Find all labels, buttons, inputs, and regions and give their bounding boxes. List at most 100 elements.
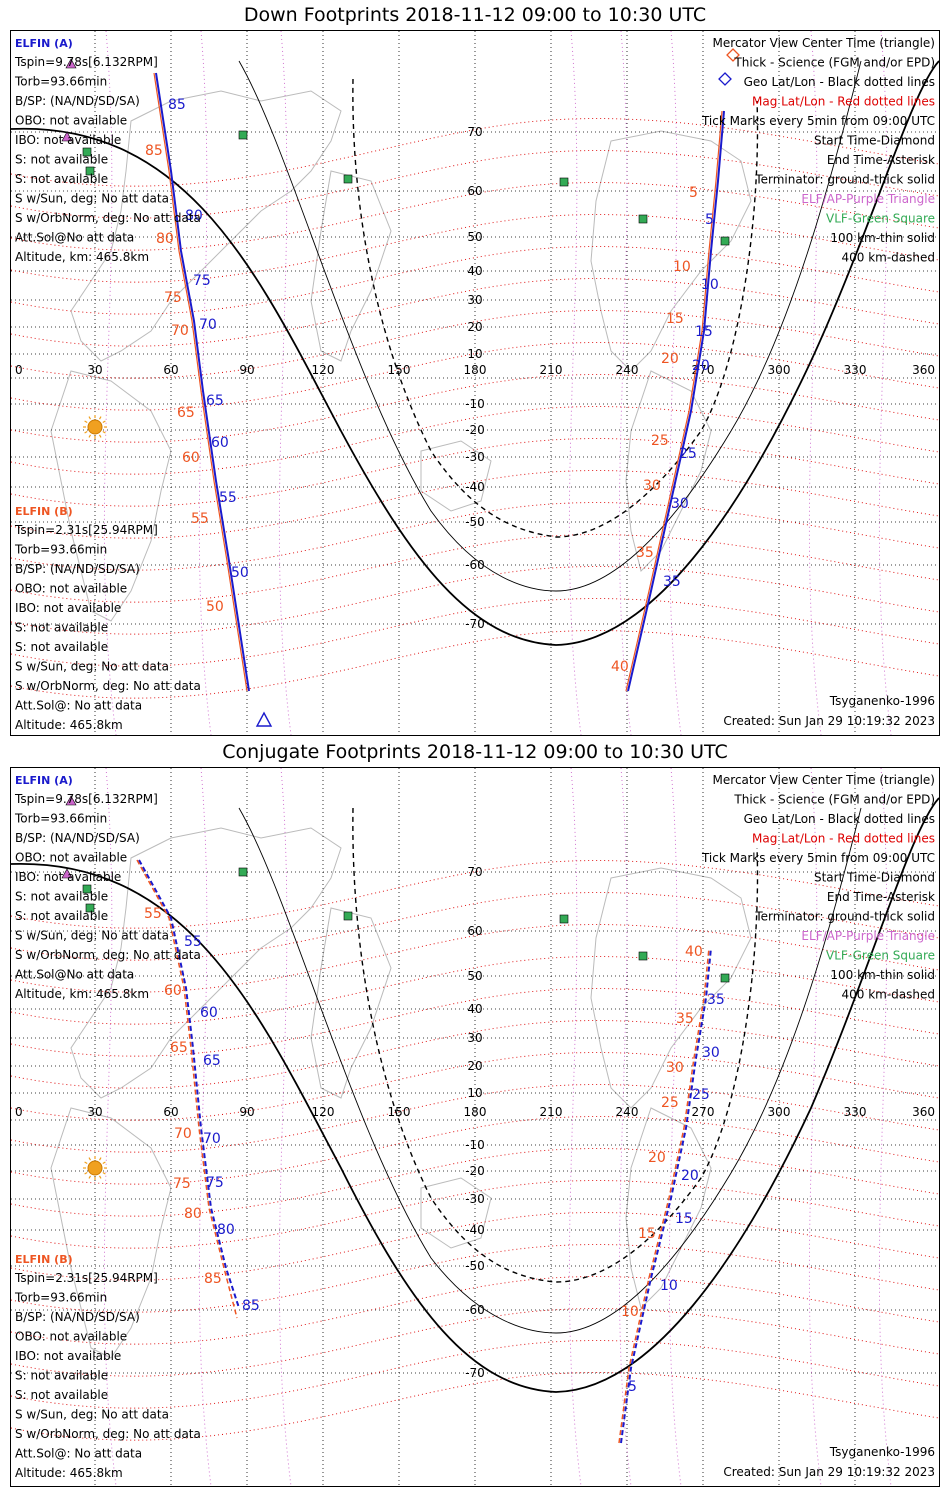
vlf-square-icon <box>238 867 248 877</box>
mag-meridian <box>278 767 292 1487</box>
sun-ray <box>88 1175 92 1179</box>
lon-tick-labels: 0 30 60 90 120 150 180 210 240 270 300 330 360 <box>15 1105 935 1119</box>
track-a-tick-label: 20 <box>692 358 710 374</box>
start-diamond-icon <box>726 48 740 62</box>
info-line-a: S w/Sun, deg: No att data <box>15 929 169 943</box>
track-b-tick-label: 10 <box>621 1304 639 1320</box>
map-panel-down: 0 30 60 90 120 150 180 210 240 270 300 330 360 70 60 50… <box>10 30 940 736</box>
track-b-tick-label: 60 <box>182 450 200 466</box>
lat-tick-label: -30 <box>465 1192 485 1206</box>
info-line-b: Altitude: 465.8km <box>15 718 123 732</box>
lat-tick-label: -40 <box>465 480 485 494</box>
info-line-a: IBO: not available <box>15 870 121 884</box>
lon-tick-label: 300 <box>768 1105 791 1119</box>
vlf-square-icon <box>343 911 353 921</box>
continent-outline <box>310 170 392 362</box>
info-line-a: B/SP: (NA/ND/SD/SA) <box>15 94 140 108</box>
track-b-science <box>153 72 248 692</box>
info-line-b: S w/OrbNorm, deg: No att data <box>15 1427 201 1441</box>
info-line-b: S w/Sun, deg: No att data <box>15 1408 169 1422</box>
track-a-tick-label: 65 <box>203 1053 221 1069</box>
continent-outline <box>70 827 342 1099</box>
track-a-tick-label: 20 <box>681 1168 699 1184</box>
map-panel-conjugate: 0 30 60 90 120 150 180 210 240 270 300 330 360 70 60 50… <box>10 767 940 1487</box>
legend-entry: Tick Marks every 5min from 09:00 UTC <box>701 851 935 865</box>
track-b-tick-label: 85 <box>204 1271 222 1287</box>
lat-tick-label: -10 <box>465 1138 485 1152</box>
continent-outline <box>70 90 342 362</box>
mag-meridian <box>568 30 582 736</box>
mag-grid <box>10 767 940 1487</box>
info-text: ELFIN (A) Tspin=9.78s[6.132RPM] Torb=93.66… <box>14 774 201 1480</box>
sun-ray <box>88 434 92 438</box>
mag-meridian <box>808 767 822 1487</box>
model-label: Tsyganenko-1996 <box>829 1445 935 1459</box>
track-b-tick-label: 85 <box>145 143 163 159</box>
vlf-square-icon <box>343 174 353 184</box>
info-line-b: Torb=93.66min <box>14 543 107 557</box>
geo-grid <box>11 768 939 1486</box>
vlf-square-icon <box>638 214 648 224</box>
legend-entry: ELF/AP-Purple Triangle <box>801 929 935 943</box>
info-line-a: Att.Sol@No att data <box>15 231 134 245</box>
legend-entry: Tick Marks every 5min from 09:00 UTC <box>701 114 935 128</box>
lon-tick-label: 150 <box>388 1105 411 1119</box>
vlf-square-icon <box>85 166 95 176</box>
track-a-tick-label: 50 <box>231 565 249 581</box>
track-b-tick-label: 75 <box>173 1176 191 1192</box>
sun-icon <box>83 1156 107 1180</box>
sun-ray <box>98 434 102 438</box>
lon-tick-label: 180 <box>464 1105 487 1119</box>
track-b-tick-label: 15 <box>638 1226 656 1242</box>
lat-tick-label: 40 <box>467 1002 482 1016</box>
track-b-tick-label: 25 <box>651 433 669 449</box>
continent-outline <box>625 370 712 572</box>
track-a-tick-label: 25 <box>679 446 697 462</box>
geo-grid <box>11 31 939 735</box>
track-a-science <box>155 72 250 692</box>
info-line-a: Torb=93.66min <box>14 812 107 826</box>
vlf-square-icon <box>82 147 92 157</box>
sun-disc <box>87 419 103 435</box>
info-line-a: IBO: not available <box>15 133 121 147</box>
track-b-tick-label: 50 <box>206 599 224 615</box>
info-line-a: S w/Sun, deg: No att data <box>15 192 169 206</box>
lon-tick-label: 120 <box>312 363 335 377</box>
track-a-tick-label: 70 <box>203 1131 221 1147</box>
elf-triangle-icon <box>65 58 77 69</box>
legend-entry: Start Time-Diamond <box>814 134 935 148</box>
track-b-tick-label: 35 <box>636 545 654 561</box>
track-a-tick-label: 55 <box>219 490 237 506</box>
continent-outline <box>590 130 752 372</box>
legend: Mercator View Center Time (triangle) Thic… <box>701 36 935 728</box>
info-line-b: S: not available <box>15 621 108 635</box>
lon-tick-labels: 0 30 60 90 120 150 180 210 240 270 300 330 360 <box>15 363 935 377</box>
info-line-b: Tspin=2.31s[25.94RPM] <box>14 1271 158 1285</box>
track-a-dashed-2 <box>620 947 712 1444</box>
sun-ray <box>102 1171 106 1175</box>
model-label: Tsyganenko-1996 <box>829 694 935 708</box>
vlf-square-icon <box>559 914 569 924</box>
track-b-tick-label: 40 <box>685 944 703 960</box>
vlf-square-icon <box>720 236 730 246</box>
track-a-science-2 <box>627 110 725 692</box>
info-line-a: S: not available <box>15 172 108 186</box>
track-b-tick-label: 30 <box>643 478 661 494</box>
lat-tick-label: -20 <box>465 1164 485 1178</box>
track-a-tick-label: 10 <box>701 277 719 293</box>
track-b-tick-label: 40 <box>611 659 629 675</box>
lat-tick-label: 50 <box>467 230 482 244</box>
elf-triangle-icon <box>65 795 77 806</box>
lat-tick-label: -40 <box>465 1223 485 1237</box>
mag-meridian <box>668 767 682 1487</box>
track-b-tick-label: 60 <box>164 983 182 999</box>
lat-tick-label: 20 <box>467 1059 482 1073</box>
mag-meridian <box>668 30 682 736</box>
lon-tick-label: 90 <box>239 1105 254 1119</box>
track-a-tick-label: 80 <box>185 208 203 224</box>
vlf-square-icon <box>638 951 648 961</box>
mag-meridian <box>618 767 632 1487</box>
terminator-100km <box>238 807 862 1334</box>
info-line-b: IBO: not available <box>15 1349 121 1363</box>
lon-tick-label: 90 <box>239 363 254 377</box>
